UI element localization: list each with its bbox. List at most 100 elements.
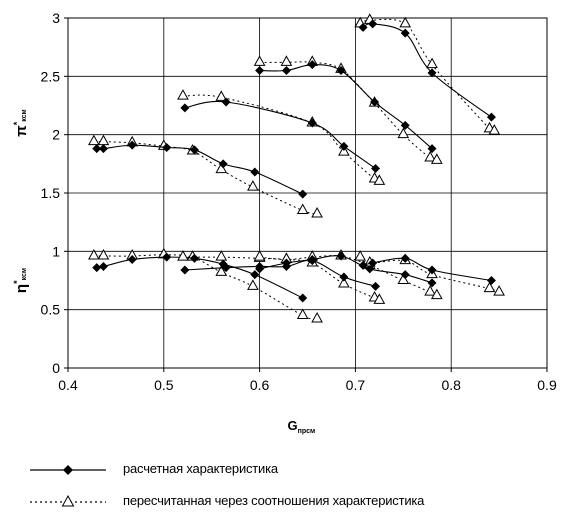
calculated-line: [96, 256, 303, 299]
recalculated-point: [97, 248, 110, 260]
legend: расчетная характеристика пересчитанная ч…: [28, 458, 558, 522]
recalculated-point: [397, 127, 410, 139]
recalculated-point: [311, 311, 323, 323]
calculated-point: [427, 68, 437, 78]
recalculated-point: [280, 55, 293, 66]
calculated-point: [358, 260, 368, 270]
calculated-point: [400, 253, 410, 263]
recalculated-point: [311, 206, 323, 218]
legend-swatch-calculated: [30, 465, 106, 475]
calculated-point: [307, 118, 317, 128]
recalculated-point: [88, 248, 100, 260]
recalculated-point: [373, 174, 386, 185]
curve-group-1-pressure-ratio: [88, 134, 323, 218]
calculated-point: [92, 263, 102, 273]
calculated-point: [371, 281, 381, 291]
calculated-point: [339, 141, 349, 151]
recalculated-point: [253, 55, 266, 66]
x-tick-label: 0.6: [250, 377, 270, 393]
recalculated-point: [424, 150, 436, 162]
legend-label-recalculated: пересчитанная через соотношения характер…: [123, 493, 425, 508]
calculated-point: [127, 140, 137, 150]
recalculated-point: [430, 288, 443, 300]
calculated-point: [486, 276, 496, 285]
curve-group-2-pressure-ratio: [177, 89, 386, 185]
axes: 0 0.5 1 1.5 2 2.5 3 0.4 0.5 0.6 0.7 0.8 0.9: [41, 10, 557, 393]
calculated-point: [92, 144, 102, 154]
calculated-point: [250, 270, 260, 280]
calculated-point: [400, 28, 410, 38]
calculated-point: [400, 270, 410, 280]
calculated-point: [336, 251, 346, 261]
recalculated-point: [97, 134, 110, 146]
y-axis-label-efficiency: η*ксм: [12, 268, 30, 293]
calculated-point: [307, 60, 317, 70]
calculated-point: [298, 293, 308, 303]
recalculated-point: [296, 203, 309, 214]
x-tick-label: 0.9: [537, 377, 557, 393]
curve-group-3-pressure-ratio: [253, 55, 443, 164]
calculated-point: [189, 253, 199, 263]
recalculated-line: [93, 141, 318, 215]
calculated-point: [281, 258, 291, 268]
legend-label-calculated: расчетная характеристика: [123, 461, 278, 476]
y-axis-label-pressure-ratio: π*ксм: [12, 109, 30, 136]
x-axis-label: Gпрсм: [288, 418, 316, 435]
recalculated-point: [426, 57, 438, 69]
curve-group-4-pressure-ratio: [354, 13, 501, 135]
recalculated-point: [488, 124, 501, 135]
recalculated-point: [399, 16, 412, 28]
calculated-point: [336, 66, 346, 75]
calculated-line: [362, 23, 492, 118]
recalculated-point: [397, 273, 410, 284]
recalculated-point: [483, 281, 496, 293]
calculated-point: [98, 262, 108, 271]
calculated-line: [96, 144, 303, 195]
recalculated-point: [430, 153, 443, 164]
legend-item-recalculated: пересчитанная через соотношения характер…: [28, 490, 558, 522]
calculated-point: [368, 258, 378, 268]
calculated-point: [180, 265, 190, 275]
recalculated-point: [247, 180, 259, 191]
recalculated-point: [177, 250, 189, 261]
y-tick-label: 3: [52, 10, 60, 26]
recalculated-point: [296, 308, 309, 319]
calculated-point: [127, 255, 137, 264]
calculated-point: [400, 120, 410, 130]
calculated-point: [281, 66, 291, 75]
legend-swatch-recalculated: [30, 494, 106, 507]
calculated-point: [189, 145, 199, 155]
y-tick-label: 0: [52, 360, 60, 376]
calculated-point: [218, 159, 228, 169]
calculated-point: [339, 272, 349, 282]
calculated-point: [486, 112, 496, 122]
x-tick-label: 0.4: [58, 377, 78, 393]
calculated-point: [98, 144, 108, 154]
recalculated-point: [215, 90, 228, 101]
x-tick-label: 0.8: [441, 377, 461, 393]
y-tick-label: 1.5: [41, 185, 61, 201]
recalculated-point: [493, 285, 505, 296]
series: [88, 13, 505, 323]
calculated-point: [370, 97, 380, 107]
calculated-point: [368, 19, 378, 29]
calculated-point: [427, 265, 437, 275]
calculated-point: [162, 143, 172, 152]
calculated-point: [427, 278, 437, 288]
calculated-point: [307, 255, 317, 264]
x-tick-label: 0.5: [154, 377, 174, 393]
recalculated-point: [354, 250, 367, 261]
calculated-point: [250, 167, 260, 177]
calculated-point: [255, 264, 265, 274]
recalculated-line: [182, 94, 380, 183]
recalculated-point: [177, 89, 189, 100]
calculated-point: [180, 103, 190, 113]
recalculated-point: [215, 250, 228, 261]
y-tick-label: 2.5: [41, 68, 61, 84]
curve-group-8-efficiency: [354, 250, 505, 296]
x-tick-label: 0.7: [346, 377, 366, 393]
recalculated-point: [373, 293, 386, 304]
calculated-point: [371, 164, 381, 173]
legend-item-calculated: расчетная характеристика: [28, 458, 558, 490]
